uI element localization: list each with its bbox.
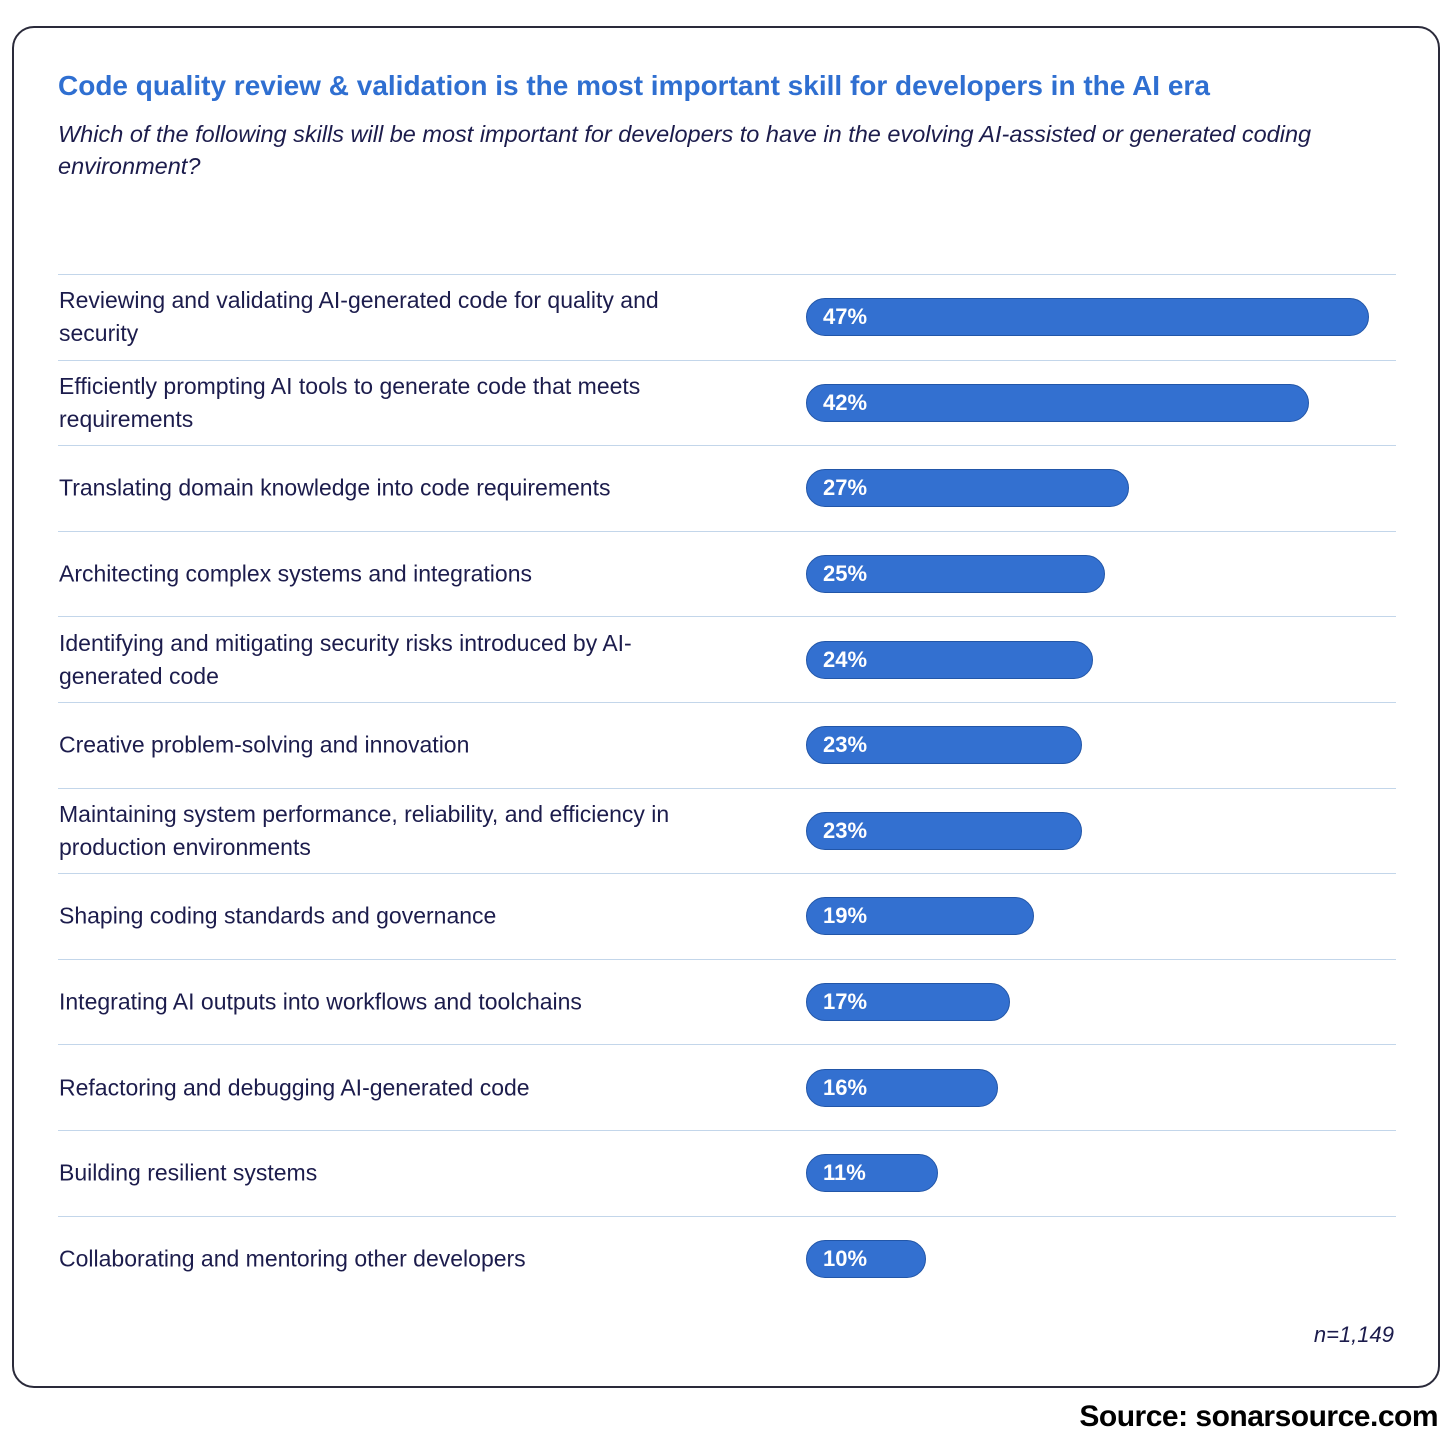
bar-value-label: 19%	[823, 903, 868, 929]
bar: 25%	[806, 555, 1106, 594]
category-label: Identifying and mitigating security risk…	[59, 629, 632, 689]
bar-track: 16%	[806, 1068, 1369, 1107]
bar-row: Architecting complex systems and integra…	[58, 530, 1396, 617]
category-label: Translating domain knowledge into code r…	[59, 474, 611, 501]
bar: 24%	[806, 640, 1094, 679]
chart-subtitle: Which of the following skills will be mo…	[58, 121, 1312, 179]
bar-track: 23%	[806, 726, 1369, 765]
sample-size-note: n=1,149	[1313, 1322, 1394, 1347]
bar-track: 27%	[806, 469, 1369, 508]
bar-row: Integrating AI outputs into workflows an…	[58, 958, 1396, 1045]
bar: 19%	[806, 897, 1034, 936]
bar-value-label: 42%	[823, 389, 868, 415]
chart-title: Code quality review & validation is the …	[58, 70, 1210, 101]
bar-track: 10%	[806, 1239, 1369, 1278]
bar-value-label: 27%	[823, 475, 868, 501]
bar-value-label: 17%	[823, 989, 868, 1015]
bar-value-label: 10%	[823, 1245, 868, 1271]
category-label: Reviewing and validating AI-generated co…	[59, 287, 659, 347]
bar-row: Identifying and mitigating security risk…	[58, 616, 1396, 702]
bar-row: Shaping coding standards and governance 1…	[58, 873, 1396, 959]
bar: 11%	[806, 1154, 938, 1193]
category-label: Refactoring and debugging AI-generated c…	[59, 1074, 530, 1101]
bar: 16%	[806, 1068, 998, 1107]
bar-row: Reviewing and validating AI-generated co…	[58, 274, 1396, 360]
bar: 10%	[806, 1239, 926, 1278]
bar-track: 47%	[806, 298, 1369, 337]
bar-row: Maintaining system performance, reliabil…	[58, 787, 1396, 874]
source-credit: Source: sonarsource.com	[1079, 1400, 1438, 1433]
category-label: Architecting complex systems and integra…	[59, 560, 532, 587]
bar-track: 17%	[806, 983, 1369, 1022]
bar: 23%	[806, 811, 1082, 850]
bar-row: Creative problem-solving and innovation 2…	[58, 701, 1396, 788]
bar-value-label: 25%	[823, 561, 868, 587]
bar-track: 19%	[806, 897, 1369, 936]
bar-value-label: 16%	[823, 1074, 868, 1100]
bar: 23%	[806, 726, 1082, 765]
bar-value-label: 24%	[823, 646, 868, 672]
bar-row: Refactoring and debugging AI-generated c…	[58, 1044, 1396, 1130]
category-label: Creative problem-solving and innovation	[59, 731, 470, 758]
bar-track: 25%	[806, 555, 1369, 594]
bar-value-label: 11%	[823, 1160, 866, 1186]
category-label: Shaping coding standards and governance	[59, 902, 497, 929]
category-label: Efficiently prompting AI tools to genera…	[59, 372, 641, 432]
category-label: Maintaining system performance, reliabil…	[59, 800, 670, 860]
bar-track: 23%	[806, 811, 1369, 850]
bar-value-label: 23%	[823, 732, 868, 758]
bar-row: Collaborating and mentoring other develo…	[58, 1215, 1396, 1302]
category-label: Integrating AI outputs into workflows an…	[59, 988, 582, 1015]
bar: 17%	[806, 983, 1010, 1022]
bar-rows: Reviewing and validating AI-generated co…	[58, 274, 1396, 1301]
chart-card: Code quality review & validation is the …	[12, 26, 1440, 1388]
bar-value-label: 47%	[823, 304, 868, 330]
bar-track: 11%	[806, 1154, 1369, 1193]
bar-track: 24%	[806, 640, 1369, 679]
bar-row: Efficiently prompting AI tools to genera…	[58, 359, 1396, 446]
bar-value-label: 23%	[823, 817, 868, 843]
bar-row: Translating domain knowledge into code r…	[58, 445, 1396, 531]
category-label: Building resilient systems	[59, 1159, 318, 1186]
bar: 27%	[806, 469, 1130, 508]
category-label: Collaborating and mentoring other develo…	[59, 1245, 526, 1272]
bar: 47%	[806, 298, 1369, 337]
bar-row: Building resilient systems 11%	[58, 1129, 1396, 1216]
bar-track: 42%	[806, 383, 1369, 422]
bar: 42%	[806, 383, 1310, 422]
